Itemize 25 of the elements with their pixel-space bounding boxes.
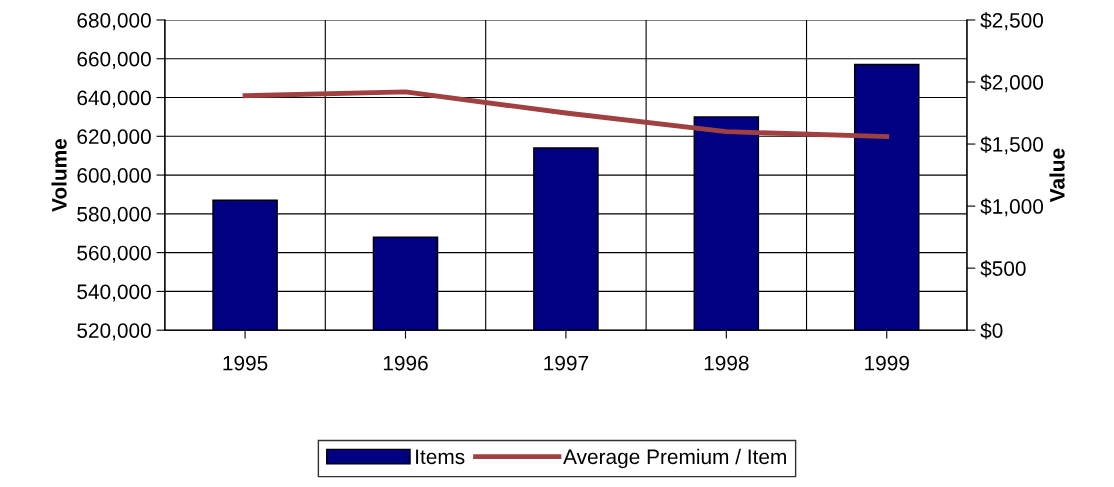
x-tick-label: 1995: [223, 355, 268, 371]
x-tick-label: 1997: [544, 355, 589, 371]
x-tick-label: 1999: [865, 355, 909, 371]
y-tick-label: 680,000: [77, 12, 151, 31]
y-tick-label: 520,000: [77, 323, 151, 341]
y2-tick-label: $500: [980, 260, 1026, 278]
line-series: [242, 89, 890, 140]
y-tick-label: 660,000: [77, 51, 151, 69]
y-tick-label: 540,000: [77, 284, 151, 302]
y2-tick-label: $2,000: [980, 74, 1044, 93]
y-tick-label: 580,000: [77, 206, 151, 225]
y-axis-title: Volume: [51, 138, 67, 212]
y2-tick-label: $2,500: [980, 12, 1044, 31]
x-tick-label: 1996: [383, 355, 428, 371]
x-tick-label: 1998: [704, 355, 749, 371]
y-tick-label: 560,000: [77, 245, 151, 263]
legend-label: Items: [416, 449, 465, 465]
y2-tick-label: $1,500: [980, 136, 1044, 155]
y2-axis-title: Value: [1049, 148, 1065, 203]
y2-tick-label: $0: [980, 322, 1003, 340]
y2-tick-label: $1,000: [980, 198, 1044, 217]
legend-label: Average Premium / Item: [563, 448, 786, 469]
y-tick-label: 620,000: [77, 129, 151, 147]
y-tick-label: 640,000: [77, 90, 151, 108]
y-tick-label: 600,000: [77, 168, 151, 186]
